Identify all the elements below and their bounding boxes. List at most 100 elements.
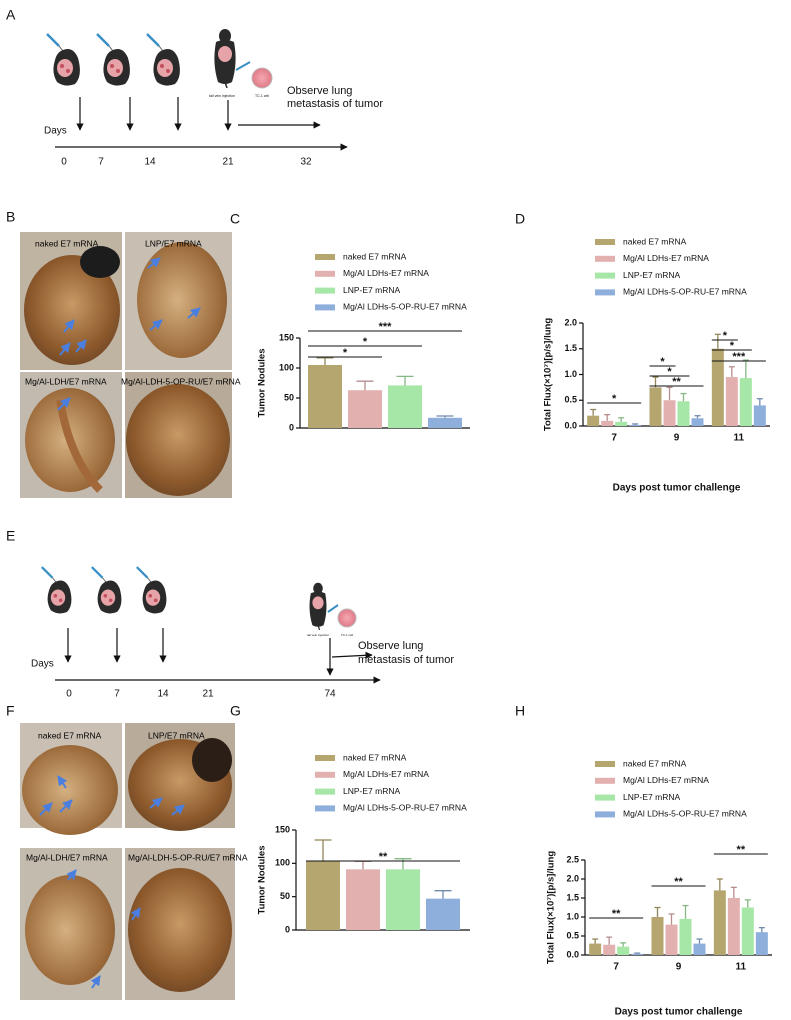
photo [25,875,115,985]
legend-label: LNP-E7 mRNA [343,786,400,796]
photo [137,242,227,358]
photo-label: Mg/Al-LDH-5-OP-RU/E7 mRNA [128,852,248,862]
tick-label: 7 [114,689,120,700]
icon-label: TC-1 cell [255,94,269,98]
y-tick-label: 2.0 [566,873,579,883]
mouse-icon [213,28,237,88]
arrow [147,257,161,269]
legend-label: naked E7 mRNA [343,251,407,261]
panel-label: E [6,528,15,544]
legend-label: Mg/Al LDHs-5-OP-RU-E7 mRNA [343,302,467,312]
photo-label: LNP/E7 mRNA [145,238,202,248]
significance-label: * [730,340,735,352]
y-axis-label: Tumor Nodules [257,349,268,418]
mouse-icon [90,565,123,615]
mouse-icon [40,565,73,615]
photo-label: LNP/E7 mRNA [148,730,205,740]
x-tick-label: 9 [676,962,682,973]
x-tick-label: 11 [734,433,745,444]
y-tick-label: 2.0 [564,317,577,327]
arrow [59,342,71,356]
arrow [171,804,185,816]
note: metastasis of tumor [287,98,383,110]
bar [727,898,740,955]
mouse-icon [95,32,132,87]
mouse-icon [308,582,328,630]
bar [693,943,706,955]
syringe [235,61,251,71]
y-axis-label: Total Flux(×10⁷)[p/s]/lung [546,851,557,964]
bar [346,869,380,930]
y-tick-label: 100 [275,858,290,868]
legend-swatch [595,289,615,296]
panel-label: B [6,209,15,225]
y-tick-label: 100 [279,362,294,372]
bar [649,387,662,426]
y-tick-label: 0 [289,422,294,432]
photo [126,384,230,496]
panel-label: H [515,703,525,719]
panel-label: A [6,7,16,23]
significance-label: *** [732,351,746,363]
y-tick-label: 0.5 [566,930,579,940]
axis-label: Days [31,659,54,670]
x-axis-label: Days post tumor challenge [613,483,741,494]
timeline: tail vein injection TC-1 cell Days 0 7 1… [44,28,383,168]
bar [601,420,614,426]
significance-label: * [660,356,665,368]
tick-label: 7 [98,157,104,168]
arrow [331,651,373,659]
bar [739,378,752,426]
y-tick-label: 0 [285,924,290,934]
legend-label: LNP-E7 mRNA [623,270,680,280]
bar [663,400,676,426]
bar [615,421,628,426]
x-tick-label: 7 [613,962,619,973]
y-tick-label: 50 [284,392,294,402]
x-tick-label: 7 [611,433,617,444]
legend-label: Mg/Al LDHs-E7 mRNA [343,268,429,278]
legend-label: Mg/Al LDHs-5-OP-RU-E7 mRNA [343,803,467,813]
legend-swatch [595,272,615,279]
bar [711,348,724,426]
note: Observe lung [287,85,352,97]
tick-label: 74 [324,689,336,700]
cell-dish [251,67,273,89]
legend-swatch [315,270,335,277]
mouse-icon [45,32,82,87]
y-tick-label: 1.5 [564,343,577,353]
bar [603,944,616,955]
significance-label: ** [674,876,683,888]
photo-label: naked E7 mRNA [38,730,102,740]
legend-swatch [595,794,615,801]
bar [386,869,420,930]
bar [589,943,602,955]
photo [56,399,103,493]
photo-label: Mg/Al-LDH/E7 mRNA [25,376,107,386]
bar [713,890,726,955]
photo [80,246,120,278]
bar [348,390,382,428]
panel-label: F [6,703,15,719]
legend-label: LNP-E7 mRNA [623,792,680,802]
panel-label: C [230,211,240,227]
significance-label: * [667,366,672,378]
legend-swatch [595,255,615,262]
arrow [90,975,101,989]
bar [587,415,600,426]
y-tick-label: 1.5 [566,892,579,902]
arrow [130,907,141,921]
panel-label: D [515,211,525,227]
arrow [75,339,87,353]
tick-label: 21 [202,689,214,700]
tick-label: 14 [144,157,156,168]
photo [24,255,120,365]
tick-label: 21 [222,157,234,168]
photo [192,738,232,782]
legend-label: naked E7 mRNA [343,752,407,762]
y-tick-label: 0.0 [564,420,577,430]
legend-label: Mg/Al LDHs-5-OP-RU-E7 mRNA [623,809,747,819]
tick-label: 32 [300,157,312,168]
tick-label: 0 [61,157,67,168]
bar [677,401,690,426]
